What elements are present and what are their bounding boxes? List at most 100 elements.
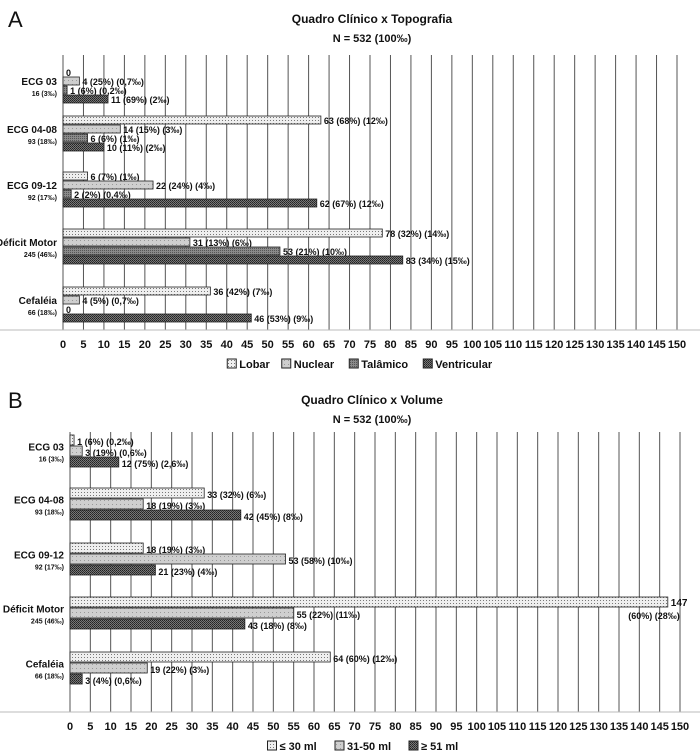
legend-swatch — [281, 358, 292, 369]
bar-value-label: 147 — [671, 598, 688, 609]
x-tick-label: 0 — [67, 721, 73, 733]
bar-value-label: 19 (22%) (3‰) — [150, 665, 209, 675]
bar — [69, 596, 669, 608]
x-tick-label: 105 — [488, 721, 506, 733]
bar — [69, 553, 286, 565]
x-tick-label: 120 — [549, 721, 567, 733]
bar-value-label: 10 (11%) (2‰) — [107, 143, 166, 153]
category-label: Cefaléia — [26, 660, 65, 671]
bar — [69, 651, 331, 663]
bar — [62, 180, 154, 190]
category-label: Déficit Motor — [0, 238, 57, 249]
bar-value-label: 55 (22%) (11‰) — [297, 610, 361, 620]
x-tick-label: 70 — [343, 339, 355, 351]
bar — [62, 313, 252, 323]
category-label: ECG 09-12 — [7, 181, 57, 192]
category-total: 92 (17‰) — [28, 195, 57, 202]
category-total: 16 (3‰) — [39, 457, 64, 464]
x-tick-label: 10 — [98, 339, 110, 351]
x-tick-label: 30 — [186, 721, 198, 733]
x-tick-label: 15 — [125, 721, 137, 733]
x-tick-label: 100 — [463, 339, 481, 351]
x-tick-label: 25 — [166, 721, 178, 733]
x-tick-label: 15 — [118, 339, 130, 351]
bar — [62, 237, 191, 247]
category-total: 66 (18‰) — [28, 310, 57, 317]
bar — [69, 456, 120, 468]
legend-label: Ventricular — [435, 359, 493, 371]
bar — [62, 171, 88, 181]
bar-value-label: 14 (15%) (3‰) — [123, 125, 182, 135]
legend-label: ≥ 51 ml — [421, 741, 458, 753]
x-tick-label: 115 — [525, 339, 543, 351]
bar — [62, 198, 318, 208]
x-tick-label: 75 — [369, 721, 381, 733]
x-tick-label: 40 — [227, 721, 239, 733]
x-tick-label: 40 — [221, 339, 233, 351]
x-tick-label: 115 — [529, 721, 547, 733]
bar-value-label: 3 (4%) (0,6‰) — [85, 676, 142, 686]
x-tick-label: 20 — [145, 721, 157, 733]
bar-value-label: 0 — [66, 305, 71, 315]
x-tick-label: 150 — [671, 721, 689, 733]
x-tick-label: 125 — [565, 339, 583, 351]
bar — [62, 124, 121, 134]
bar-value-label: 33 (32%) (6‰) — [207, 490, 266, 500]
x-tick-label: 25 — [159, 339, 171, 351]
bar-value-label: 1 (6%) (0,2‰) — [77, 437, 134, 447]
legend-swatch — [408, 740, 419, 751]
x-tick-label: 80 — [384, 339, 396, 351]
bar — [69, 434, 75, 446]
x-tick-label: 110 — [504, 339, 522, 351]
x-tick-label: 10 — [105, 721, 117, 733]
x-tick-label: 135 — [606, 339, 624, 351]
x-tick-label: 85 — [410, 721, 422, 733]
x-tick-label: 30 — [180, 339, 192, 351]
x-tick-label: 90 — [425, 339, 437, 351]
legend-swatch — [422, 358, 433, 369]
legend-swatch — [267, 740, 277, 751]
x-tick-label: 105 — [484, 339, 502, 351]
legend-label: Nuclear — [294, 359, 335, 371]
x-tick-label: 0 — [60, 339, 66, 351]
x-tick-label: 60 — [308, 721, 320, 733]
x-tick-label: 140 — [630, 721, 648, 733]
x-tick-label: 145 — [650, 721, 668, 733]
x-tick-label: 5 — [87, 721, 93, 733]
bar-value-label: 2 (2%) (0,4‰) — [74, 190, 131, 200]
x-tick-label: 95 — [446, 339, 458, 351]
category-total: 93 (18‰) — [35, 510, 64, 517]
bar — [69, 487, 205, 499]
bar-value-label: 11 (69%) (2‰) — [111, 95, 170, 105]
category-label: ECG 03 — [21, 77, 57, 88]
bar-value-label: 63 (68%) (12‰) — [324, 116, 388, 126]
x-tick-label: 50 — [267, 721, 279, 733]
x-tick-label: 5 — [80, 339, 86, 351]
bar-value-label: 21 (23%) (4‰) — [158, 567, 217, 577]
bar-value-label: 36 (42%) (7‰) — [213, 287, 272, 297]
category-total: 66 (18‰) — [35, 674, 64, 681]
chart-subtitle: N = 532 (100‰) — [333, 33, 412, 45]
x-tick-label: 45 — [247, 721, 259, 733]
bar — [69, 564, 156, 576]
bar-value-label: 6 (6%) (1‰) — [91, 134, 140, 144]
bar-value-label: 4 (5%) (0,7‰) — [82, 296, 139, 306]
bar-value-label: 43 (18%) (8‰) — [248, 621, 307, 631]
bar — [69, 445, 83, 457]
bar-value-label: 31 (13%) (6‰) — [193, 238, 252, 248]
x-tick-label: 80 — [389, 721, 401, 733]
panel-label-a: A — [8, 7, 23, 32]
bar — [62, 76, 80, 86]
category-label: Déficit Motor — [3, 605, 64, 616]
category-label: ECG 09-12 — [14, 551, 64, 562]
bar-value-label: 53 (58%) (10‰) — [289, 556, 353, 566]
x-tick-label: 35 — [206, 721, 218, 733]
bar-value-label: 46 (53%) (9‰) — [254, 314, 313, 324]
x-tick-label: 50 — [262, 339, 274, 351]
category-total: 93 (18‰) — [28, 139, 57, 146]
bar-value-label: 0 — [66, 68, 71, 78]
bar — [69, 662, 148, 674]
x-tick-label: 150 — [668, 339, 686, 351]
x-tick-label: 145 — [647, 339, 665, 351]
x-tick-label: 35 — [200, 339, 212, 351]
